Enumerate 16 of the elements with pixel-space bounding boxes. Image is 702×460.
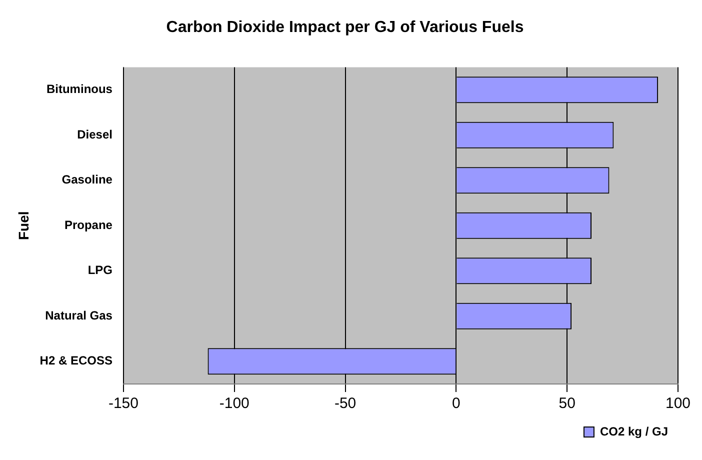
chart-title: Carbon Dioxide Impact per GJ of Various Fuels [166,19,524,36]
y-axis-title: Fuel [15,211,32,240]
y-tick-label: Propane [64,218,113,232]
y-tick-label: LPG [88,263,112,278]
x-tick-label: -50 [334,395,356,412]
x-tick-label: -150 [108,395,138,412]
y-tick-label: H2 & ECOSS [40,354,112,368]
y-tick-label: Natural Gas [45,308,113,322]
x-tick-label: 100 [665,395,691,412]
x-tick-label: 50 [558,395,576,412]
y-tick-label: Bituminous [46,82,113,96]
y-tick-label: Gasoline [62,172,113,187]
y-tick-label: Diesel [77,127,112,142]
x-tick-label: -100 [219,395,250,412]
x-tick-label: 0 [452,395,460,412]
legend-label: CO2 kg / GJ [600,424,668,438]
